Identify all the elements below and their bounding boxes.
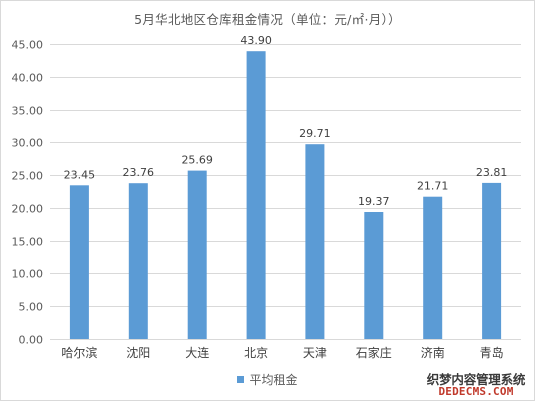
- y-tick-label: 30.00: [12, 137, 44, 150]
- category-label: 天津: [303, 346, 327, 360]
- bar: [423, 196, 443, 339]
- legend-label: 平均租金: [249, 373, 298, 387]
- data-label: 23.81: [476, 166, 508, 179]
- category-label: 青岛: [480, 345, 504, 360]
- y-tick-label: 0.00: [19, 334, 44, 347]
- y-tick-label: 5.00: [19, 301, 44, 314]
- data-label: 19.37: [358, 195, 390, 208]
- watermark-line1: 织梦内容管理系统: [426, 372, 526, 388]
- legend-swatch: [237, 376, 245, 383]
- data-labels: 23.45 23.76 25.69 43.90 29.71 19.37 21.71 23.81: [64, 34, 508, 208]
- y-axis-ticks: 0.00 5.00 10.00 15.00 20.00 25.00 30.00 35.00 40…: [12, 39, 44, 347]
- bars: [69, 51, 502, 339]
- category-label: 大连: [185, 345, 209, 360]
- y-tick-label: 45.00: [12, 39, 44, 52]
- data-label: 21.71: [417, 180, 449, 193]
- gridlines: [50, 44, 521, 340]
- bar: [187, 170, 207, 339]
- watermark-line2: DEDECMS.COM: [438, 385, 514, 399]
- bar: [246, 51, 266, 339]
- y-tick-label: 40.00: [12, 72, 44, 85]
- x-axis-categories: 哈尔滨 沈阳 大连 北京 天津 石家庄 济南 青岛: [61, 345, 503, 360]
- bar: [128, 183, 148, 339]
- data-label: 25.69: [181, 154, 213, 167]
- y-tick-label: 35.00: [12, 105, 44, 118]
- data-label: 23.76: [123, 166, 155, 179]
- bar: [482, 182, 502, 339]
- category-label: 哈尔滨: [61, 345, 97, 360]
- category-label: 济南: [421, 345, 445, 360]
- y-tick-label: 10.00: [12, 268, 44, 281]
- bar: [69, 185, 89, 339]
- y-tick-label: 25.00: [12, 170, 44, 183]
- data-label: 43.90: [240, 34, 272, 47]
- y-tick-label: 15.00: [12, 236, 44, 249]
- data-label: 29.71: [299, 127, 331, 140]
- legend: 平均租金: [0, 371, 535, 388]
- data-label: 23.45: [64, 168, 96, 181]
- chart-title: 5月华北地区仓库租金情况（单位：元/㎡·月））: [134, 12, 401, 27]
- watermark: 织梦内容管理系统 DEDECMS.COM: [421, 373, 531, 398]
- category-label: 北京: [244, 346, 268, 360]
- y-tick-label: 20.00: [12, 203, 44, 216]
- bar: [364, 212, 384, 339]
- category-label: 石家庄: [356, 345, 392, 360]
- bar: [305, 144, 325, 339]
- category-label: 沈阳: [126, 345, 150, 360]
